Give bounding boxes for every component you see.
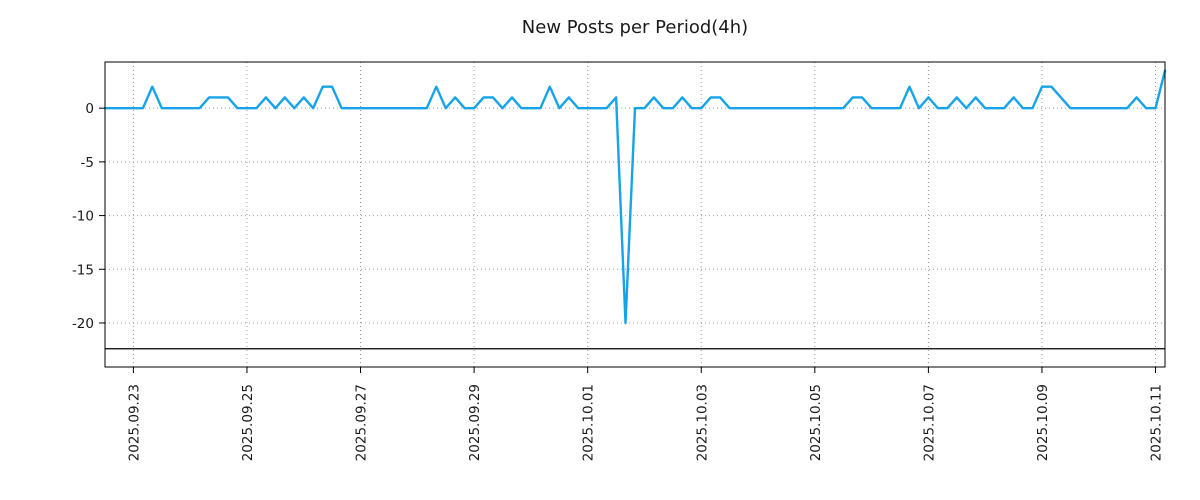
plot-border	[104, 61, 1166, 368]
x-tick-label: 2025.10.07	[921, 384, 937, 461]
y-tick-label: -20	[72, 316, 94, 332]
x-tick-label: 2025.10.03	[694, 384, 710, 461]
x-tick-label: 2025.10.05	[808, 384, 824, 461]
x-tick-label: 2025.10.01	[581, 384, 597, 461]
x-tick-label: 2025.10.11	[1149, 384, 1165, 461]
y-tick-label: -5	[81, 155, 94, 171]
grid-layer	[105, 62, 1165, 367]
y-tick-label: 0	[85, 101, 94, 117]
series-layer	[103, 69, 1167, 350]
chart-title: New Posts per Period(4h)	[522, 17, 748, 38]
y-tick-label: -15	[72, 262, 94, 278]
x-tick-label: 2025.09.27	[354, 384, 370, 461]
axis-layer: 0 -5 -10 -15 -20 2025.09.23 2025.09.25 2025.09.…	[72, 61, 1166, 461]
x-tick-label: 2025.09.25	[240, 384, 256, 461]
x-tick-label: 2025.10.09	[1035, 384, 1051, 461]
new-posts-line-series	[103, 69, 1167, 325]
x-tick-label: 2025.09.23	[126, 384, 142, 461]
y-tick-label: -10	[72, 209, 94, 225]
x-tick-label: 2025.09.29	[467, 384, 483, 461]
